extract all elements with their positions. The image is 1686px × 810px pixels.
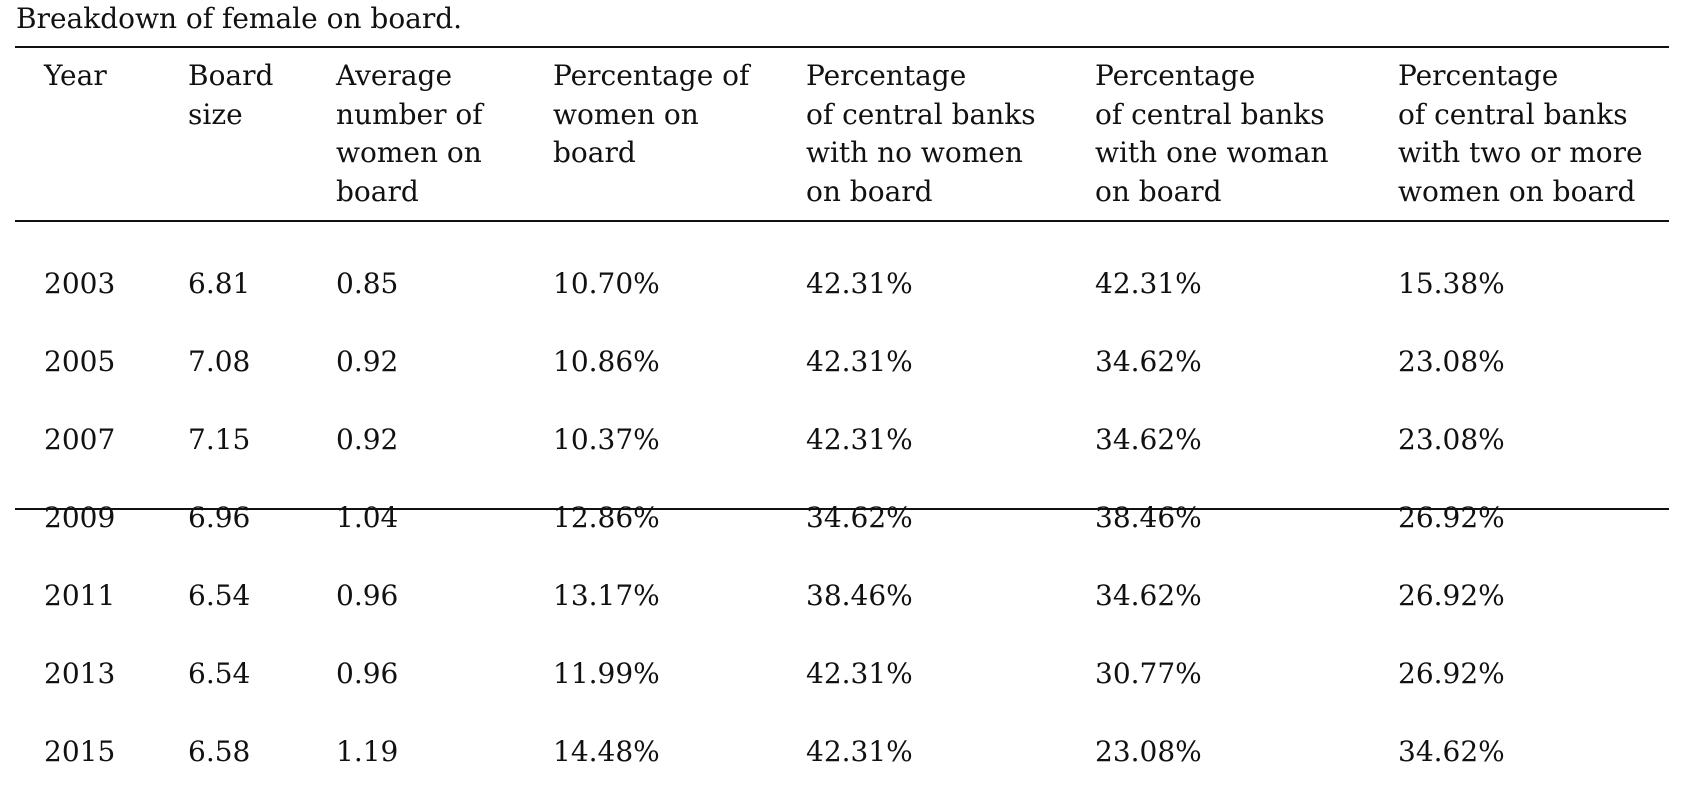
- table-cell: 10.86%: [553, 345, 660, 378]
- table-top-rule: [15, 46, 1669, 48]
- header-year: Year: [44, 59, 107, 92]
- table-cell: 2009: [44, 501, 116, 534]
- table-cell: 42.31%: [806, 735, 913, 768]
- header-board-size: Board size: [188, 59, 274, 131]
- table-cell: 1.19: [336, 735, 399, 768]
- table-cell: 42.31%: [1095, 267, 1202, 300]
- column-no-women: 42.31% 42.31% 42.31% 34.62% 38.46% 42.31…: [806, 225, 913, 810]
- table-cell: 2015: [44, 735, 116, 768]
- table-cell: 2003: [44, 267, 116, 300]
- table-cell: 2007: [44, 423, 116, 456]
- table-cell: 6.54: [188, 579, 251, 612]
- table-cell: 11.99%: [553, 657, 660, 690]
- table-cell: 6.96: [188, 501, 251, 534]
- table-cell: 7.15: [188, 423, 251, 456]
- table-cell: 26.92%: [1398, 657, 1505, 690]
- table-cell: 23.08%: [1095, 735, 1202, 768]
- header-two-or-more: Percentage of central banks with two or …: [1398, 59, 1643, 208]
- table-cell: 0.96: [336, 579, 399, 612]
- table-cell: 38.46%: [1095, 501, 1202, 534]
- table-cell: 38.46%: [806, 579, 913, 612]
- column-two-or-more: 15.38% 23.08% 23.08% 26.92% 26.92% 26.92…: [1398, 225, 1505, 810]
- table-cell: 42.31%: [806, 267, 913, 300]
- table-cell: 42.31%: [806, 345, 913, 378]
- table-cell: 34.62%: [1095, 345, 1202, 378]
- column-board-size: 6.81 7.08 7.15 6.96 6.54 6.54 6.58: [188, 225, 250, 810]
- column-percentage-women: 10.70% 10.86% 10.37% 12.86% 13.17% 11.99…: [553, 225, 660, 810]
- column-average-women: 0.85 0.92 0.92 1.04 0.96 0.96 1.19: [336, 225, 398, 810]
- table-cell: 42.31%: [806, 423, 913, 456]
- table-cell: 26.92%: [1398, 501, 1505, 534]
- table-cell: 10.37%: [553, 423, 660, 456]
- table-caption: Breakdown of female on board.: [16, 2, 463, 35]
- table-cell: 2013: [44, 657, 116, 690]
- header-percentage-women: Percentage of women on board: [553, 59, 750, 169]
- table-cell: 2011: [44, 579, 116, 612]
- table-cell: 2005: [44, 345, 116, 378]
- table-cell: 15.38%: [1398, 267, 1505, 300]
- table-cell: 12.86%: [553, 501, 660, 534]
- table-cell: 13.17%: [553, 579, 660, 612]
- table-cell: 6.54: [188, 657, 251, 690]
- header-average-women: Average number of women on board: [336, 59, 483, 208]
- table-cell: 26.92%: [1398, 579, 1505, 612]
- table-cell: 34.62%: [806, 501, 913, 534]
- table-cell: 34.62%: [1095, 423, 1202, 456]
- table-header-rule: [15, 220, 1669, 222]
- table-cell: 0.92: [336, 345, 399, 378]
- table-cell: 30.77%: [1095, 657, 1202, 690]
- table-cell: 23.08%: [1398, 345, 1505, 378]
- table-cell: 0.92: [336, 423, 399, 456]
- header-one-woman: Percentage of central banks with one wom…: [1095, 59, 1329, 208]
- table-cell: 34.62%: [1398, 735, 1505, 768]
- table-cell: 1.04: [336, 501, 399, 534]
- column-one-woman: 42.31% 34.62% 34.62% 38.46% 34.62% 30.77…: [1095, 225, 1202, 810]
- table-cell: 34.62%: [1095, 579, 1202, 612]
- table-cell: 7.08: [188, 345, 251, 378]
- table-cell: 10.70%: [553, 267, 660, 300]
- table-cell: 0.85: [336, 267, 399, 300]
- header-no-women: Percentage of central banks with no wome…: [806, 59, 1036, 208]
- table-bottom-rule: [15, 508, 1669, 510]
- column-year: 2003 2005 2007 2009 2011 2013 2015: [44, 225, 115, 810]
- table-cell: 0.96: [336, 657, 399, 690]
- table-cell: 23.08%: [1398, 423, 1505, 456]
- table-cell: 6.58: [188, 735, 251, 768]
- table-cell: 6.81: [188, 267, 251, 300]
- table-cell: 42.31%: [806, 657, 913, 690]
- table-cell: 14.48%: [553, 735, 660, 768]
